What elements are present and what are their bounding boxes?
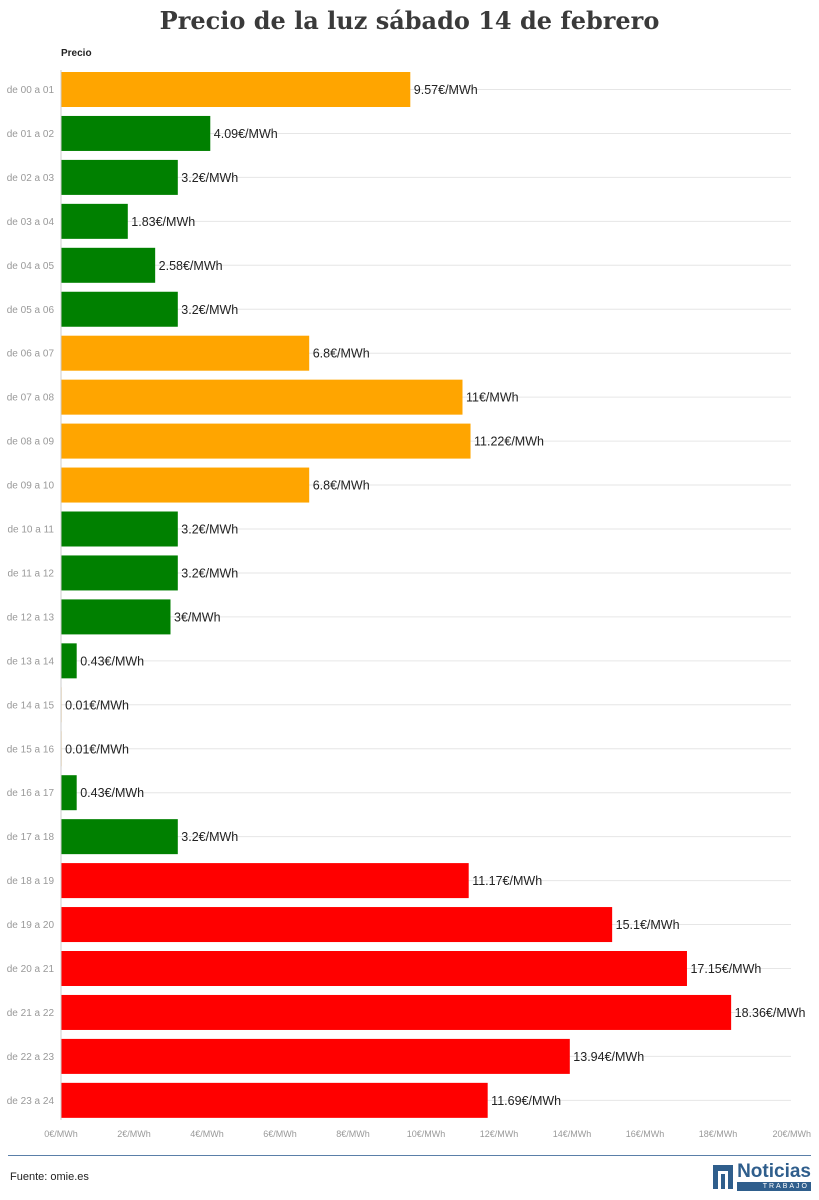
category-label: de 13 a 14 [7,656,55,667]
bar [61,247,156,283]
data-label: 2.58€/MWh [159,259,223,273]
data-label: 15.1€/MWh [616,918,680,932]
x-tick-label: 0€/MWh [44,1129,78,1139]
data-label: 3.2€/MWh [181,303,238,317]
data-label: 13.94€/MWh [573,1050,644,1064]
data-label: 3.2€/MWh [181,171,238,185]
data-label: 17.15€/MWh [690,962,761,976]
category-label: de 19 a 20 [7,920,55,931]
data-label: 0.01€/MWh [65,698,129,712]
bar [61,907,613,943]
bar [61,643,77,679]
bar [61,1038,570,1074]
x-tick-label: 16€/MWh [626,1129,665,1139]
bar [61,555,178,591]
category-label: de 00 a 01 [7,85,55,96]
bar [61,1082,488,1118]
data-label: 6.8€/MWh [313,347,370,361]
x-tick-label: 6€/MWh [263,1129,297,1139]
bar [61,335,310,371]
category-label: de 05 a 06 [7,305,55,316]
x-tick-label: 2€/MWh [117,1129,151,1139]
category-label: de 09 a 10 [7,481,55,492]
bar [61,72,411,107]
data-label: 11.17€/MWh [472,874,542,888]
category-label: de 03 a 04 [7,217,55,228]
data-label: 18.36€/MWh [735,1006,806,1020]
bar [61,291,178,327]
logo-n-icon [713,1164,734,1189]
category-label: de 08 a 09 [7,437,55,448]
data-label: 3.2€/MWh [181,523,238,537]
bar [61,115,211,151]
category-label: de 21 a 22 [7,1008,55,1019]
category-label: de 17 a 18 [7,832,55,843]
series-title: Precio [61,48,92,59]
data-label: 0.43€/MWh [80,654,144,668]
x-tick-label: 8€/MWh [336,1129,370,1139]
data-label: 11.22€/MWh [474,435,544,449]
bar [61,511,178,547]
category-label: de 11 a 12 [7,568,54,579]
category-label: de 01 a 02 [7,129,55,140]
data-label: 3.2€/MWh [181,566,238,580]
category-label: de 02 a 03 [7,173,55,184]
category-label: de 14 a 15 [7,700,55,711]
bar [61,863,469,899]
category-label: de 20 a 21 [7,964,55,975]
data-label: 4.09€/MWh [214,127,278,141]
x-tick-label: 10€/MWh [407,1129,446,1139]
category-label: de 22 a 23 [7,1052,55,1063]
category-label: de 12 a 13 [7,612,55,623]
x-tick-label: 12€/MWh [480,1129,519,1139]
bar [61,994,732,1030]
category-label: de 04 a 05 [7,261,55,272]
bar [61,819,178,855]
category-label: de 06 a 07 [7,349,55,360]
bar [61,423,471,459]
bar [61,599,171,635]
data-label: 11.69€/MWh [491,1094,561,1108]
category-label: de 18 a 19 [7,876,55,887]
data-label: 9.57€/MWh [414,83,478,97]
x-tick-label: 20€/MWh [772,1129,811,1139]
logo-subtitle: TRABAJO [737,1182,811,1191]
data-label: 11€/MWh [466,391,519,405]
bar [61,467,310,503]
data-label: 0.43€/MWh [80,786,144,800]
data-label: 1.83€/MWh [131,215,195,229]
data-label: 6.8€/MWh [313,479,370,493]
bar [61,775,77,811]
category-label: de 07 a 08 [7,393,55,404]
category-label: de 10 a 11 [7,525,54,536]
bar [61,203,128,239]
x-tick-label: 4€/MWh [190,1129,224,1139]
category-label: de 15 a 16 [7,744,55,755]
source-note: Fuente: omie.es [10,1171,89,1183]
data-label: 0.01€/MWh [65,742,129,756]
bar-chart: Precio de 00 a 01 9.57€/MWh de 01 a 02 4.09€… [7,48,811,1139]
category-label: de 16 a 17 [7,788,55,799]
bar [61,379,463,415]
footer-divider [8,1155,811,1156]
bar [61,159,178,195]
category-label: de 23 a 24 [7,1096,55,1107]
x-tick-label: 14€/MWh [553,1129,592,1139]
bar [61,951,687,986]
data-label: 3€/MWh [174,610,221,624]
data-label: 3.2€/MWh [181,830,238,844]
x-tick-label: 18€/MWh [699,1129,738,1139]
chart-title: Precio de la luz sábado 14 de febrero [159,6,660,35]
logo-wordmark: Noticias [737,1161,811,1182]
publisher-logo: Noticias TRABAJO [713,1162,811,1191]
